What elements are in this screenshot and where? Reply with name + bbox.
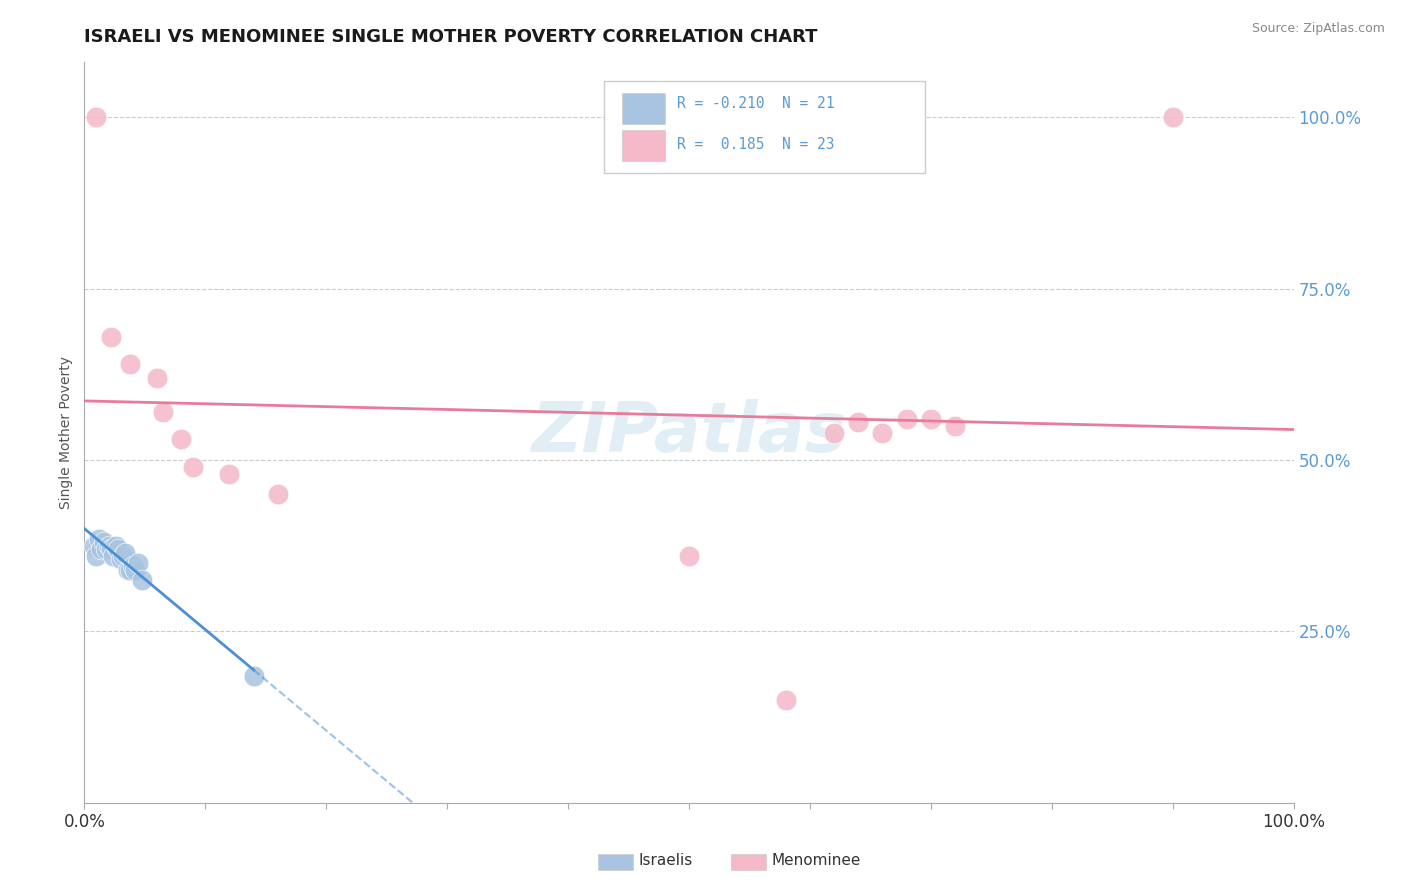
Point [170,433,193,447]
Point [124,563,146,577]
Point [120,357,142,371]
Point [218,467,240,481]
Point [896,412,918,426]
Point [104,539,127,553]
Bar [623,130,665,161]
Point [90,542,112,557]
Point [846,415,869,429]
FancyBboxPatch shape [605,81,925,173]
Point [121,559,143,574]
Point [110,552,132,566]
Point [100,542,122,557]
Point [97,539,120,553]
Point [146,371,169,385]
Bar [623,93,665,124]
Point [152,405,174,419]
Point [86,110,108,124]
Text: ZIPatlas: ZIPatlas [531,399,846,467]
Point [120,563,142,577]
Point [93,535,115,549]
Point [112,549,135,563]
Point [267,487,290,501]
Point [872,425,894,440]
Point [87,532,110,546]
Point [94,542,117,557]
Point [181,459,204,474]
Text: Menominee: Menominee [772,853,862,868]
Point [100,329,122,343]
Point [678,549,700,563]
Point [131,573,153,587]
Text: Source: ZipAtlas.com: Source: ZipAtlas.com [1251,22,1385,36]
Point [242,669,264,683]
Y-axis label: Single Mother Poverty: Single Mother Poverty [59,356,73,509]
Text: R =  0.185  N = 23: R = 0.185 N = 23 [676,137,834,152]
Point [114,545,136,559]
Text: Israelis: Israelis [638,853,693,868]
Point [920,412,942,426]
Point [117,563,139,577]
Point [83,539,105,553]
Point [1161,110,1184,124]
Point [823,425,845,440]
Point [775,693,797,707]
Point [127,556,149,570]
Text: R = -0.210  N = 21: R = -0.210 N = 21 [676,96,834,112]
Text: ISRAELI VS MENOMINEE SINGLE MOTHER POVERTY CORRELATION CHART: ISRAELI VS MENOMINEE SINGLE MOTHER POVER… [84,28,818,45]
Point [103,549,125,563]
Point [86,549,108,563]
Point [107,542,129,557]
Point [943,418,966,433]
